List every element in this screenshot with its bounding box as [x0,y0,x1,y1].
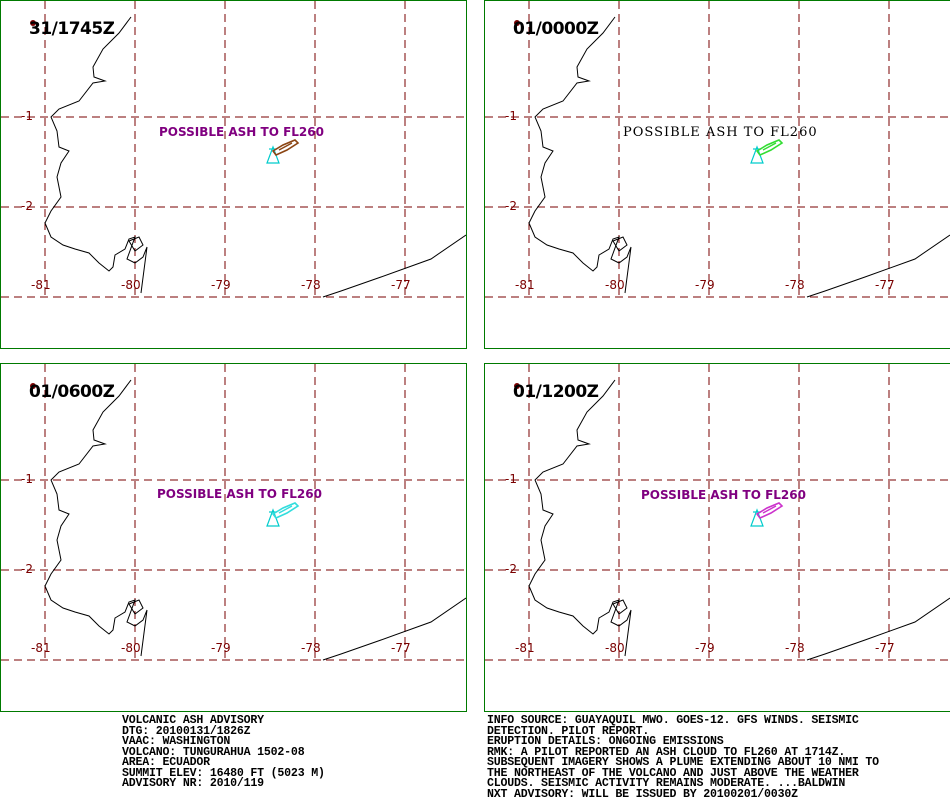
panel-time-marker [30,383,36,389]
latitude-label: -1 [505,109,517,123]
coastline [528,379,632,657]
map-canvas [485,364,950,661]
grid-lines [1,364,466,661]
panel-time-marker [30,20,36,26]
coastline [528,16,632,294]
ash-plume-hatch [278,142,293,151]
ash-plume-outline [271,502,300,519]
longitude-label: -79 [211,278,231,292]
longitude-label: -80 [605,641,625,655]
ash-plume-hatch [278,505,293,514]
advisory-remark-line: THE NORTHEAST OF THE VOLCANO AND JUST AB… [487,766,859,780]
panel-time-marker [514,383,520,389]
latitude-label: -2 [505,199,517,213]
border-line [806,234,950,298]
ash-plume-outline [271,139,300,156]
longitude-label: -78 [301,641,321,655]
map-panel-1: 31/1745Z POSSIBLE ASH TO FL260 -1 -2 -81 -8… [0,0,467,349]
border-line [322,234,466,298]
island-outline [128,599,144,615]
coastline [44,16,148,294]
border-line [322,597,466,661]
advisory-header-block: VOLCANIC ASH ADVISORY DTG: 20100131/1826Z… [122,714,325,790]
longitude-label: -81 [31,278,51,292]
map-canvas [1,364,466,661]
advisory-header-line: VOLCANIC ASH ADVISORY [122,714,264,727]
panel-time: 31/1745Z [29,19,115,39]
advisory-header-line: VAAC: WASHINGTON [122,735,231,748]
latitude-label: -2 [21,562,33,576]
latitude-label: -2 [505,562,517,576]
grid-lines [1,1,466,298]
longitude-label: -78 [785,278,805,292]
map-canvas [1,1,466,298]
longitude-label: -78 [301,278,321,292]
advisory-remark-line: CLOUDS. SEISMIC ACTIVITY REMAINS MODERAT… [487,777,846,790]
panel-time-marker [514,20,520,26]
latitude-label: -1 [21,472,33,486]
island-outline [128,236,144,252]
advisory-header-line: VOLCANO: TUNGURAHUA 1502-08 [122,745,305,759]
advisory-header-line: DTG: 20100131/1826Z [122,724,251,738]
longitude-label: -80 [605,278,625,292]
latitude-label: -2 [21,199,33,213]
ash-label: POSSIBLE ASH TO FL260 [157,487,322,501]
ash-plume-outline [755,139,784,156]
advisory-remark-line: DETECTION. PILOT REPORT. [487,724,650,738]
longitude-label: -80 [121,278,141,292]
longitude-label: -77 [391,278,411,292]
longitude-label: -81 [515,278,535,292]
longitude-label: -81 [515,641,535,655]
advisory-remark-line: INFO SOURCE: GUAYAQUIL MWO. GOES-12. GFS… [487,714,859,727]
ash-label: POSSIBLE ASH TO FL260 [641,488,806,502]
advisory-header-line: SUMMIT ELEV: 16480 FT (5023 M) [122,766,325,780]
panel-time: 01/0000Z [513,19,599,39]
longitude-label: -79 [211,641,231,655]
longitude-label: -77 [875,641,895,655]
island-outline [612,236,628,252]
island-outline [612,599,628,615]
longitude-label: -81 [31,641,51,655]
panel-time: 01/0600Z [29,382,115,402]
ash-plume-outline [755,502,784,519]
longitude-label: -77 [391,641,411,655]
advisory-header-line: AREA: ECUADOR [122,756,210,769]
ash-plume-hatch [762,505,777,514]
longitude-label: -79 [695,278,715,292]
longitude-label: -79 [695,641,715,655]
advisory-remark-line: NXT ADVISORY: WILL BE ISSUED BY 20100201… [487,787,798,801]
coastline [44,379,148,657]
grid-lines [485,364,950,661]
latitude-label: -1 [21,109,33,123]
panel-time: 01/1200Z [513,382,599,402]
advisory-remark-line: ERUPTION DETAILS: ONGOING EMISSIONS [487,735,724,748]
map-panel-4: 01/1200Z POSSIBLE ASH TO FL260 -1 -2 -81 -8… [484,363,950,712]
ash-label: POSSIBLE ASH TO FL260 [159,125,324,139]
latitude-label: -1 [505,472,517,486]
ash-label: POSSIBLE ASH TO FL260 [623,125,818,140]
ash-plume-hatch [762,142,777,151]
advisory-remark-line: SUBSEQUENT IMAGERY SHOWS A PLUME EXTENDI… [487,756,879,769]
advisory-remark-line: RMK: A PILOT REPORTED AN ASH CLOUD TO FL… [487,745,846,759]
advisory-header-line: ADVISORY NR: 2010/119 [122,777,264,790]
longitude-label: -77 [875,278,895,292]
map-canvas [485,1,950,298]
advisory-remarks-block: INFO SOURCE: GUAYAQUIL MWO. GOES-12. GFS… [487,714,879,801]
grid-lines [485,1,950,298]
longitude-label: -80 [121,641,141,655]
map-panel-2: 01/0000Z POSSIBLE ASH TO FL260 -1 -2 -81 -8… [484,0,950,349]
map-panel-3: 01/0600Z POSSIBLE ASH TO FL260 -1 -2 -81 -8… [0,363,467,712]
border-line [806,597,950,661]
longitude-label: -78 [785,641,805,655]
